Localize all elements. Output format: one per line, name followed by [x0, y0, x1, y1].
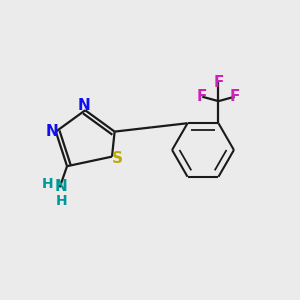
Text: H: H: [41, 177, 53, 191]
Text: F: F: [213, 74, 224, 89]
Text: F: F: [230, 89, 240, 104]
Text: N: N: [46, 124, 59, 139]
Text: N: N: [55, 179, 68, 194]
Text: S: S: [112, 151, 123, 166]
Text: N: N: [77, 98, 90, 113]
Text: H: H: [56, 194, 68, 208]
Text: F: F: [197, 89, 208, 104]
